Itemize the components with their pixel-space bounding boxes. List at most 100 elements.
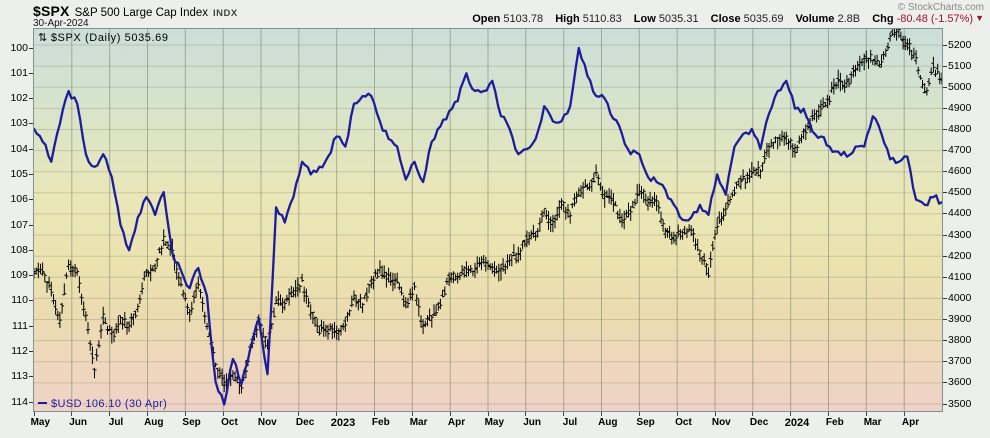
chart-canvas bbox=[34, 29, 942, 411]
y-axis-tick-right bbox=[943, 234, 947, 236]
chart-date: 30-Apr-2024 bbox=[33, 18, 89, 29]
y-axis-tick-right bbox=[943, 44, 947, 46]
y-axis-label-right: 4300 bbox=[948, 228, 972, 241]
y-axis-tick-left bbox=[29, 350, 33, 352]
x-axis-label: Feb bbox=[825, 417, 844, 428]
x-axis-tick bbox=[828, 412, 829, 416]
y-axis-tick-left bbox=[29, 47, 33, 49]
y-axis-label-right: 3800 bbox=[948, 334, 972, 347]
close-label: Close bbox=[710, 13, 741, 25]
y-axis-tick-left bbox=[29, 224, 33, 226]
y-axis-label-right: 5100 bbox=[948, 59, 972, 72]
y-axis-tick-right bbox=[943, 129, 947, 130]
quote-close: Close 5035.69 bbox=[711, 13, 784, 25]
x-axis-label: Aug bbox=[598, 417, 618, 428]
gridlines bbox=[34, 29, 942, 411]
x-axis-label: Apr bbox=[901, 417, 920, 428]
usd-legend-text: $USD 106.10 (30 Apr) bbox=[51, 398, 168, 410]
high-label: High bbox=[555, 13, 580, 25]
x-axis-label: Jul bbox=[108, 417, 124, 428]
y-axis-tick-left bbox=[29, 275, 33, 277]
stockcharts-copyright-link[interactable]: © StockCharts.com bbox=[897, 2, 984, 13]
y-axis-label-right: 4900 bbox=[948, 101, 972, 114]
y-axis-tick-right bbox=[943, 255, 947, 257]
y-axis-label-right: 4400 bbox=[948, 207, 972, 220]
y-axis-tick-right bbox=[943, 361, 947, 363]
x-axis-label: Oct bbox=[675, 417, 692, 428]
x-axis-label: Dec bbox=[749, 417, 769, 428]
spx-ohlc-series bbox=[34, 29, 942, 395]
x-axis-label: May bbox=[30, 417, 51, 428]
index-name: S&P 500 Large Cap Index bbox=[74, 7, 209, 19]
x-axis-tick bbox=[71, 412, 73, 416]
y-axis-tick-right bbox=[943, 213, 947, 215]
chg-value: -80.48 (-1.57%) bbox=[896, 13, 974, 25]
x-axis-tick bbox=[903, 412, 905, 416]
x-axis-tick bbox=[222, 412, 224, 416]
y-axis-tick-right bbox=[943, 382, 947, 384]
y-axis-tick-right bbox=[943, 340, 947, 342]
y-axis-label-left: 109 bbox=[10, 269, 28, 282]
x-axis-label: Nov bbox=[711, 417, 731, 428]
y-axis-tick-left bbox=[29, 199, 33, 201]
x-axis-tick bbox=[525, 412, 527, 416]
y-axis-tick-right bbox=[943, 276, 947, 278]
y-axis-tick-left bbox=[29, 72, 33, 74]
quote-high: High 5110.83 bbox=[555, 13, 621, 25]
exchange-label: INDX bbox=[213, 8, 238, 19]
y-axis-label-left: 104 bbox=[10, 142, 28, 155]
x-axis-label: Aug bbox=[144, 417, 164, 428]
ohlc-quote-strip: Open 5103.78 High 5110.83 Low 5035.31 Cl… bbox=[463, 13, 984, 25]
open-label: Open bbox=[472, 13, 501, 25]
x-axis-tick bbox=[184, 412, 186, 416]
y-axis-label-right: 3600 bbox=[948, 376, 972, 389]
x-axis-tick bbox=[714, 412, 716, 416]
y-axis-label-left: 111 bbox=[12, 319, 28, 332]
x-axis-label: Oct bbox=[221, 417, 238, 428]
y-axis-tick-left bbox=[29, 249, 33, 251]
x-axis-tick bbox=[449, 412, 451, 416]
x-axis-tick bbox=[298, 412, 300, 416]
x-axis-label: Mar bbox=[863, 417, 882, 428]
quote-volume: Volume 2.8B bbox=[796, 13, 861, 25]
y-axis-tick-right bbox=[943, 297, 947, 299]
x-axis-tick bbox=[676, 412, 678, 416]
y-axis-tick-left bbox=[29, 98, 33, 100]
x-axis-tick bbox=[411, 412, 413, 416]
x-axis-tick bbox=[260, 412, 262, 416]
x-axis-label: 2023 bbox=[330, 417, 356, 429]
vertical-month-gridlines bbox=[71, 29, 905, 411]
x-axis-label: Jun bbox=[523, 417, 541, 428]
y-axis-tick-right bbox=[943, 150, 947, 152]
x-axis-tick bbox=[752, 412, 754, 416]
open-value: 5103.78 bbox=[503, 13, 544, 25]
y-axis-label-left: 112 bbox=[11, 344, 28, 357]
y-axis-label-right: 4600 bbox=[948, 165, 972, 178]
x-axis-label: Mar bbox=[409, 417, 428, 428]
y-axis-tick-left bbox=[29, 325, 33, 327]
y-axis-label-left: 113 bbox=[11, 370, 28, 383]
x-axis-label: Sep bbox=[636, 417, 655, 428]
quote-change: Chg -80.48 (-1.57%) ▼ bbox=[872, 13, 984, 25]
y-axis-label-right: 3900 bbox=[948, 313, 972, 325]
x-axis-label: Dec bbox=[295, 417, 315, 428]
y-axis-tick-right bbox=[943, 403, 947, 405]
x-axis-label: 2024 bbox=[784, 417, 810, 429]
chart-title: $SPX S&P 500 Large Cap Index INDX bbox=[33, 3, 238, 21]
y-axis-tick-right bbox=[943, 65, 947, 67]
low-value: 5035.31 bbox=[658, 13, 699, 25]
y-axis-label-left: 101 bbox=[10, 66, 28, 79]
spx-legend: ⇅ $SPX (Daily) 5035.69 bbox=[38, 31, 169, 44]
high-value: 5110.83 bbox=[582, 13, 622, 25]
y-axis-label-left: 114 bbox=[11, 395, 28, 408]
y-axis-tick-left bbox=[29, 376, 33, 378]
y-axis-tick-left bbox=[29, 123, 33, 125]
y-axis-label-left: 105 bbox=[10, 167, 28, 180]
y-axis-tick-right bbox=[943, 171, 947, 173]
y-axis-label-right: 4100 bbox=[948, 270, 972, 283]
x-axis-tick bbox=[563, 412, 565, 416]
y-axis-label-left: 106 bbox=[10, 193, 28, 206]
chg-down-triangle-icon: ▼ bbox=[975, 13, 984, 23]
volume-value: 2.8B bbox=[837, 13, 861, 25]
